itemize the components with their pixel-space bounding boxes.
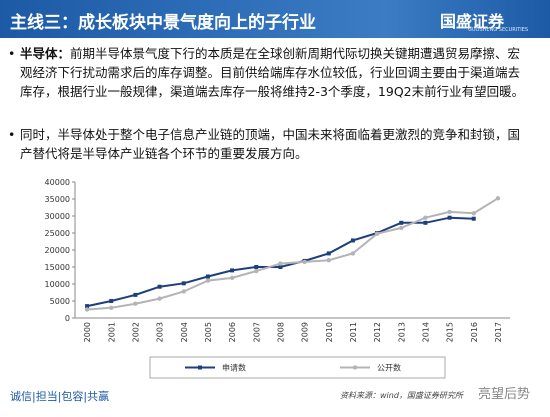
y-tick-label: 40000 xyxy=(45,178,70,187)
point xyxy=(278,265,283,269)
logo: 国盛证券 xyxy=(440,12,505,31)
x-tick-label: 2007 xyxy=(252,322,261,342)
point xyxy=(157,296,162,301)
x-tick-label: 2000 xyxy=(83,322,92,342)
motto: 诚信|担当|包容|共赢 xyxy=(10,390,110,403)
y-tick-label: 25000 xyxy=(45,229,70,238)
point xyxy=(302,259,307,265)
x-tick-label: 2013 xyxy=(397,322,406,342)
x-tick-label: 2008 xyxy=(276,322,285,342)
bullet-label: 半导体： xyxy=(20,46,71,61)
point xyxy=(471,216,476,221)
point xyxy=(495,196,501,201)
x-tick-label: 2001 xyxy=(107,322,116,342)
logo-sub: GUOSHENG SECURITIES xyxy=(468,27,529,33)
watermark: 亮望后势 xyxy=(478,387,531,402)
x-tick-label: 2010 xyxy=(325,322,334,342)
y-tick-label: 5000 xyxy=(50,297,70,306)
x-tick-label: 2002 xyxy=(131,322,140,342)
slide-title: 主线三：成长板块中景气度向上的子行业 xyxy=(10,13,316,33)
point xyxy=(229,275,235,281)
x-tick-label: 2004 xyxy=(180,322,189,342)
point xyxy=(278,261,283,266)
point xyxy=(350,238,355,243)
bullet: • 同时，半导体处于整个电子信息产业链的顶端，中国未来将面临着更激烈的竞争和封锁，… xyxy=(8,127,521,161)
legend-box xyxy=(149,356,446,379)
x-tick-label: 2011 xyxy=(349,322,358,342)
point xyxy=(350,251,356,256)
legend-label: 申请数 xyxy=(222,363,246,373)
bullet-text: 同时，半导体处于整个电子信息产业链的顶端，中国未来将面临着更激烈的竞争和封锁，国… xyxy=(20,127,521,161)
x-tick-label: 2012 xyxy=(373,322,382,342)
bullet-text: 前期半导体景气度下行的本质是在全球创新周期代际切换关键期遭遇贸易摩擦、宏观经济下… xyxy=(20,46,525,99)
x-tick-label: 2005 xyxy=(204,322,213,342)
point xyxy=(399,220,404,225)
point xyxy=(326,258,331,263)
point xyxy=(205,274,210,279)
point xyxy=(84,307,90,312)
point xyxy=(85,304,90,309)
y-tick-label: 35000 xyxy=(45,195,70,204)
x-tick-label: 2015 xyxy=(446,322,455,342)
point xyxy=(157,284,162,289)
point xyxy=(109,299,114,303)
point xyxy=(326,251,331,256)
source: 资料来源：wind，国盛证券研究所 xyxy=(340,391,463,400)
series-line xyxy=(87,197,499,311)
y-tick-label: 20000 xyxy=(45,246,70,255)
x-tick-label: 2017 xyxy=(494,322,503,342)
point xyxy=(399,225,404,231)
point xyxy=(230,268,235,273)
point xyxy=(109,305,114,310)
point xyxy=(447,209,452,215)
point xyxy=(471,211,476,216)
y-tick-label: 30000 xyxy=(45,212,70,221)
point xyxy=(254,268,259,274)
point xyxy=(181,281,186,286)
point xyxy=(423,215,428,220)
legend-label: 公开数 xyxy=(377,363,401,373)
x-tick-label: 2009 xyxy=(301,322,310,342)
y-tick-label: 15000 xyxy=(45,263,70,272)
x-tick-label: 2014 xyxy=(421,322,430,342)
point xyxy=(423,220,428,225)
y-tick-label: 10000 xyxy=(45,280,70,289)
x-tick-label: 2016 xyxy=(470,322,479,342)
x-tick-label: 2006 xyxy=(228,322,237,342)
point xyxy=(447,215,452,220)
bullet: • 半导体：前期半导体景气度下行的本质是在全球创新周期代际切换关键期遭遇贸易摩擦、… xyxy=(8,46,525,99)
point xyxy=(181,289,186,294)
legend-marker xyxy=(352,365,358,370)
point xyxy=(133,301,138,306)
point xyxy=(254,265,259,269)
y-tick-label: 0 xyxy=(65,314,70,323)
legend-marker xyxy=(198,365,202,370)
header-band xyxy=(0,0,550,38)
x-tick-label: 2003 xyxy=(156,322,165,342)
point xyxy=(133,292,138,297)
point xyxy=(205,278,211,283)
point xyxy=(374,231,380,236)
